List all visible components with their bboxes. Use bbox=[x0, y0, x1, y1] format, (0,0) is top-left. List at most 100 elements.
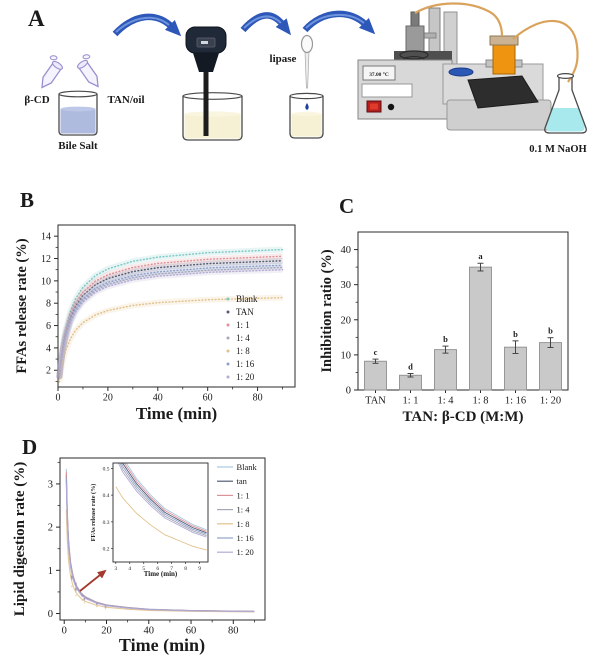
liquid bbox=[291, 114, 322, 137]
liquid bbox=[60, 109, 96, 134]
x-tick-label: 4 bbox=[128, 566, 131, 572]
legend-label: 1: 4 bbox=[237, 505, 251, 515]
legend-marker-icon bbox=[226, 297, 230, 301]
y-tick-label: 10 bbox=[41, 276, 51, 287]
legend-marker-icon bbox=[226, 375, 230, 379]
homogenizer-icon bbox=[185, 26, 227, 136]
lipase-label: lipase bbox=[270, 53, 297, 65]
chart-b-axes: 0 20 40 60 80 2 4 6 8 10 12 14 bbox=[41, 224, 296, 404]
x-tick-label: 7 bbox=[170, 566, 173, 572]
bar bbox=[434, 349, 457, 391]
significance-letter: d bbox=[408, 361, 413, 371]
x-axis-label: Time (min) bbox=[136, 404, 217, 423]
naoh-label: 0.1 M NaOH bbox=[529, 144, 586, 155]
x-tick-label: 1: 4 bbox=[437, 396, 454, 407]
titrator: 37.00 °C bbox=[357, 2, 579, 131]
screen bbox=[467, 75, 539, 109]
inset-x-axis-label: Time (min) bbox=[144, 570, 178, 578]
chart-d: D 0 20 40 60 80 0 1 2 3 3 4 5 6 7 8 9 0.2 0.3 0.4 0.5 Time (… bbox=[12, 435, 266, 656]
panel-b: B 0 20 40 60 80 2 4 6 8 10 12 14 Blank TAN 1: 1 1: 4 1: … bbox=[10, 188, 310, 438]
series-line bbox=[125, 463, 207, 531]
chart-b-series bbox=[56, 246, 284, 383]
zoom-points bbox=[70, 574, 107, 610]
x-tick-label: TAN bbox=[365, 396, 386, 407]
series-line bbox=[58, 268, 284, 380]
x-tick-label: 60 bbox=[186, 626, 197, 637]
chart-b-legend: Blank TAN 1: 1 1: 4 1: 8 1: 16 1: 20 bbox=[226, 294, 258, 382]
lipase-beaker bbox=[289, 92, 324, 139]
legend-label: Blank bbox=[236, 294, 258, 304]
microtube-icon bbox=[77, 54, 99, 88]
legend-marker-icon bbox=[226, 362, 230, 366]
legend-label: 1: 8 bbox=[236, 346, 250, 356]
y-tick-label: 10 bbox=[341, 350, 352, 361]
chart-d-legend: Blank tan 1: 1 1: 4 1: 8 1: 16 1: 20 bbox=[217, 462, 258, 557]
y-tick-label: 0 bbox=[48, 609, 53, 620]
legend-label: tan bbox=[237, 476, 248, 486]
legend-label: 1: 1 bbox=[237, 490, 250, 500]
tan-oil-label: TAN/oil bbox=[107, 94, 144, 106]
inset-frame bbox=[112, 462, 209, 563]
chart-c: C 0 10 20 30 40 TAN 1: 1 1: 4 1: 8 1: 16 1: 20 c d b a… bbox=[319, 194, 569, 425]
chart-c-axes: 0 10 20 30 40 TAN 1: 1 1: 4 1: 8 1: 16 1: 20 bbox=[341, 231, 569, 407]
legend-label: 1: 4 bbox=[236, 333, 250, 343]
dropper-icon bbox=[300, 34, 314, 89]
series-line bbox=[65, 509, 255, 613]
y-axis-label: FFAs release rate (%) bbox=[14, 238, 30, 373]
chart-d-series bbox=[65, 468, 255, 613]
y-axis-label: Inhibition ratio (%) bbox=[319, 249, 335, 372]
microtube-icon bbox=[41, 55, 63, 89]
x-tick-label: 0 bbox=[56, 393, 61, 404]
emulsion-beaker bbox=[182, 92, 243, 141]
legend-marker-icon bbox=[226, 323, 230, 327]
series-line bbox=[123, 463, 207, 532]
y-tick-label: 2 bbox=[46, 366, 51, 377]
zoom-arrow-icon bbox=[79, 569, 107, 592]
legend-label: 1: 16 bbox=[236, 359, 255, 369]
bar bbox=[469, 266, 492, 391]
significance-letter: a bbox=[478, 251, 483, 261]
y-tick-label: 0.3 bbox=[103, 520, 110, 526]
bile-salt-beaker bbox=[58, 90, 98, 136]
tubing bbox=[414, 2, 504, 37]
chart-b: B 0 20 40 60 80 2 4 6 8 10 12 14 Blank TAN 1: 1 1: 4 1: … bbox=[14, 188, 296, 423]
series-line bbox=[115, 486, 207, 551]
liquid bbox=[546, 108, 585, 132]
x-tick-label: 1: 1 bbox=[402, 396, 418, 407]
x-tick-label: 6 bbox=[156, 566, 159, 572]
x-tick-label: 20 bbox=[101, 626, 112, 637]
x-tick-label: 3 bbox=[114, 566, 117, 572]
legend-label: 1: 20 bbox=[237, 547, 254, 557]
x-tick-label: 1: 20 bbox=[540, 396, 561, 407]
x-axis-label: TAN: β-CD (M:M) bbox=[403, 409, 524, 425]
y-tick-label: 0 bbox=[346, 386, 351, 397]
series-line bbox=[119, 463, 207, 537]
y-tick-label: 12 bbox=[41, 254, 51, 265]
x-tick-label: 40 bbox=[144, 626, 155, 637]
y-tick-label: 4 bbox=[46, 343, 51, 354]
x-axis-label: Time (min) bbox=[119, 635, 205, 656]
significance-letter: c bbox=[374, 347, 378, 357]
y-tick-label: 1 bbox=[48, 566, 53, 577]
y-tick-label: 0.4 bbox=[103, 493, 110, 499]
significance-letter: b bbox=[513, 329, 518, 339]
x-tick-label: 0 bbox=[62, 626, 67, 637]
legend-label: 1: 1 bbox=[236, 320, 250, 330]
panel-c: C 0 10 20 30 40 TAN 1: 1 1: 4 1: 8 1: 16 1: 20 c d b a… bbox=[318, 188, 611, 438]
x-tick-label: 60 bbox=[203, 393, 213, 404]
series-line bbox=[58, 266, 284, 380]
panel-a-label: A bbox=[28, 6, 45, 31]
flow-arrows bbox=[112, 10, 376, 37]
y-tick-label: 8 bbox=[46, 299, 51, 310]
inset-series bbox=[115, 463, 207, 551]
y-tick-label: 30 bbox=[341, 280, 352, 291]
series-line bbox=[58, 255, 284, 379]
y-tick-label: 14 bbox=[41, 232, 51, 243]
legend-label: Blank bbox=[237, 462, 258, 472]
x-tick-label: 40 bbox=[153, 393, 163, 404]
legend-label: 1: 8 bbox=[237, 519, 250, 529]
x-tick-label: 9 bbox=[198, 566, 201, 572]
legend-label: 1: 16 bbox=[237, 533, 254, 543]
y-tick-label: 2 bbox=[48, 523, 53, 534]
